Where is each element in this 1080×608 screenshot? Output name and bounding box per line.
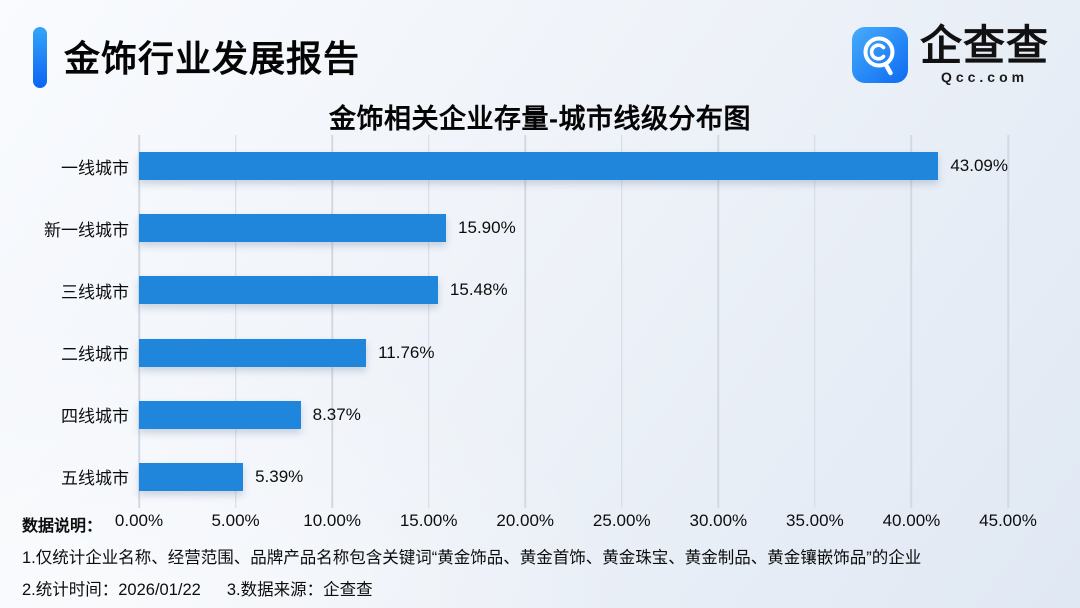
page-title: 金饰行业发展报告 [64,38,361,79]
data-note-label: 数据说明： [22,518,103,535]
gridline [427,135,430,508]
category-label: 二线城市 [61,345,129,365]
category-label: 四线城市 [61,407,129,427]
qcc-logo-text: 企查查 Qcc.com [920,22,1050,86]
bar-rows: 一线城市 43.09% 新一线城市 15.90% 三线城市 15.48% 二线城… [44,135,1008,508]
x-axis-tick: 0.00% [114,511,164,530]
gridline [717,135,720,508]
qcc-logo-name: 企查查 [920,22,1050,69]
footnote-source: 3.数据来源：企查查 [226,581,373,599]
bar-row: 二线城市 11.76% [61,322,1008,384]
title-accent-bar [33,27,47,88]
bar-row: 三线城市 15.48% [61,259,1008,321]
category-label: 一线城市 [61,158,129,178]
value-label: 43.09% [950,156,1008,176]
value-label: 5.39% [255,466,304,486]
gridline [910,135,913,508]
value-label: 15.48% [449,280,508,300]
bar [139,462,244,491]
x-axis-tick: 5.00% [211,511,260,530]
value-label: 11.76% [378,342,435,362]
gridline [621,135,623,508]
x-axis-tick: 30.00% [689,511,748,530]
bar-row: 新一线城市 15.90% [44,197,1008,259]
bar [139,400,301,429]
x-axis-tick: 20.00% [496,511,555,530]
gridline [331,135,333,508]
x-axis-tick: 15.00% [399,511,458,530]
footnote-meta: 2.统计时间：2026/01/22 3.数据来源：企查查 [22,576,373,600]
x-axis-tick: 10.00% [303,511,361,530]
category-label: 五线城市 [61,469,129,489]
qcc-logo: 企查查 Qcc.com [852,24,1049,85]
gridline [814,135,816,508]
x-axis-tick: 45.00% [979,511,1037,530]
x-axis-tick: 35.00% [786,511,844,530]
gridline [138,135,140,508]
footnote-date: 2.统计时间：2026/01/22 [22,581,201,599]
x-axis-tick: 40.00% [882,511,941,530]
bar-row: 四线城市 8.37% [61,384,1008,446]
x-axis: 0.00% 5.00% 10.00% 15.00% 20.00% 25.00% 30.00%… [115,511,1037,533]
gridline [234,135,237,508]
bar [139,152,939,181]
value-label: 8.37% [312,404,361,424]
bar-chart-plot-area: 一线城市 43.09% 新一线城市 15.90% 三线城市 15.48% 二线城… [44,135,1009,508]
bar [139,338,367,367]
value-label: 15.90% [458,218,516,238]
bar-row: 五线城市 5.39% [61,446,1008,508]
category-label: 三线城市 [61,282,129,302]
bar-row: 一线城市 43.09% [61,135,1008,197]
chart-title: 金饰相关企业存量-城市线级分布图 [329,104,751,134]
bar [139,276,438,305]
qcc-logo-domain: Qcc.com [940,69,1029,85]
bar [139,214,447,243]
gridline [1007,135,1009,508]
footnote-scope: 1.仅统计企业名称、经营范围、品牌产品名称包含关键词“黄金饰品、黄金首饰、黄金珠… [22,549,922,567]
qcc-logo-icon [852,26,908,83]
category-label: 新一线城市 [44,220,129,240]
gridline [524,135,526,508]
x-axis-tick: 25.00% [592,511,651,530]
